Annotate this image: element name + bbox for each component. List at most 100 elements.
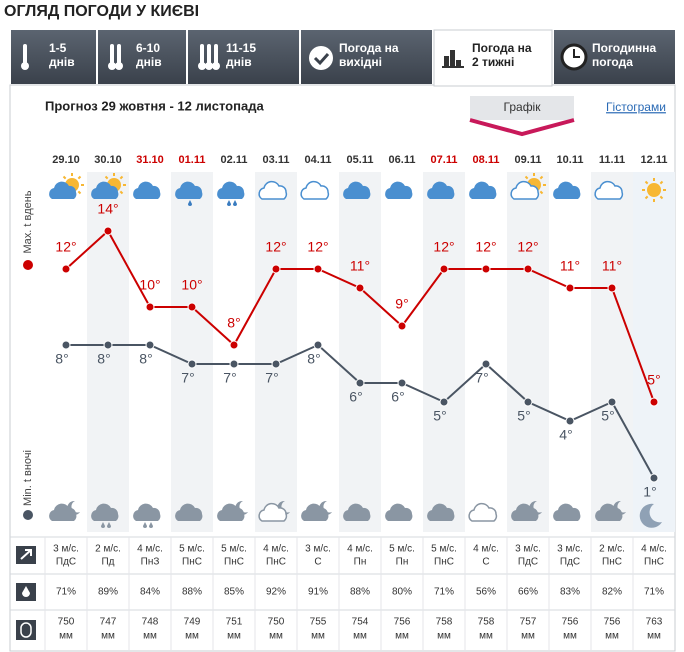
sun-ray [62,175,67,180]
sun-ray [119,175,124,180]
cloud-shape [49,503,77,521]
data-label: 12° [307,239,328,255]
wind-direction: ПдС [518,557,538,568]
thermometer-icon [23,44,27,64]
pressure: 751 [226,617,243,628]
cloud-icon [175,503,203,521]
wind-icon [20,549,32,560]
data-label: 8° [307,351,320,367]
cloud-shape [258,180,288,200]
wind-direction: Пн [396,557,409,568]
sun-ray [77,190,82,195]
tab[interactable] [188,30,299,84]
data-point [313,264,323,274]
cloud-icon [301,503,329,521]
sun-ray [119,190,124,195]
pressure-unit: мм [59,631,73,642]
wind-speed: 4 м/с. [641,544,667,555]
tab-label: 6-10 [136,41,160,55]
pressure: 748 [142,617,159,628]
data-point [439,264,449,274]
pressure-unit: мм [479,631,493,642]
data-label: 12° [265,239,286,255]
cloud-icon [91,503,119,521]
cloud-shape [511,503,539,521]
data-point [313,340,323,350]
cloud-icon [49,181,77,199]
cloud-shape [91,181,119,199]
data-point [145,302,155,312]
pressure-unit: мм [605,631,619,642]
data-point [61,340,71,350]
thermometer-icon [205,62,213,70]
data-point [355,283,365,293]
cloud-icon [133,181,161,199]
column-shade [171,172,213,532]
rain-drop [188,200,192,206]
tab-label: Погода на [472,41,532,55]
date-label: 01.11 [179,154,206,166]
data-label: 7° [181,370,194,386]
date-label: 11.11 [599,154,625,166]
data-label: 12° [475,239,496,255]
cloud-icon [385,181,413,199]
graph-button-arrow [469,118,575,137]
pressure: 756 [394,617,411,628]
data-label: 7° [223,370,236,386]
legend-dot [23,510,33,520]
cloud-shape [258,502,288,522]
data-point [229,359,239,369]
cloud-icon [595,503,623,521]
clock-icon [573,49,580,58]
check-icon [313,53,330,66]
thermometer-icon [214,44,218,64]
humidity: 80% [392,587,412,598]
cloud-icon [217,181,245,199]
cloud-icon [343,181,371,199]
cloud-shape [553,503,581,521]
humidity: 66% [518,587,538,598]
column-shade [591,172,633,532]
cloud-icon [553,503,581,521]
data-point [481,264,491,274]
cloud-shape [385,503,413,521]
date-label: 03.11 [263,154,290,166]
cloud-shape [595,503,623,521]
data-point [187,359,197,369]
sun-ray [539,190,544,195]
wind-direction: Пд [101,557,114,568]
series-legend: Max. t вдень [22,190,34,253]
pressure: 747 [100,617,117,628]
pressure-unit: мм [185,631,199,642]
wind-speed: 5 м/с. [389,544,415,555]
graph-button[interactable] [470,96,574,120]
pressure-icon [20,622,32,638]
column-shade [423,172,465,532]
data-label: 5° [433,408,446,424]
cloud-icon [343,503,371,521]
pressure: 755 [310,617,327,628]
cloud-shape [133,503,161,521]
pressure: 756 [562,617,579,628]
tab-label: днів [49,55,75,69]
wind-speed: 5 м/с. [431,544,457,555]
cloud-icon [133,503,161,521]
data-label: 12° [517,239,538,255]
cloud-icon [258,502,288,522]
humidity: 92% [266,587,286,598]
pressure: 750 [268,617,285,628]
rain-drop [227,200,231,206]
histogram-link[interactable]: Гістограми [606,100,666,114]
humidity: 71% [644,587,664,598]
data-point [271,264,281,274]
wind-speed: 4 м/с. [473,544,499,555]
pressure-unit: мм [353,631,367,642]
data-label: 9° [395,296,408,312]
bars-icon [444,56,449,66]
graph-button-label: Графік [504,100,542,114]
legend-dot [23,260,33,270]
pressure: 758 [436,617,453,628]
tab-label: Погода на [339,41,399,55]
pressure-unit: мм [395,631,409,642]
data-label: 1° [643,484,656,500]
